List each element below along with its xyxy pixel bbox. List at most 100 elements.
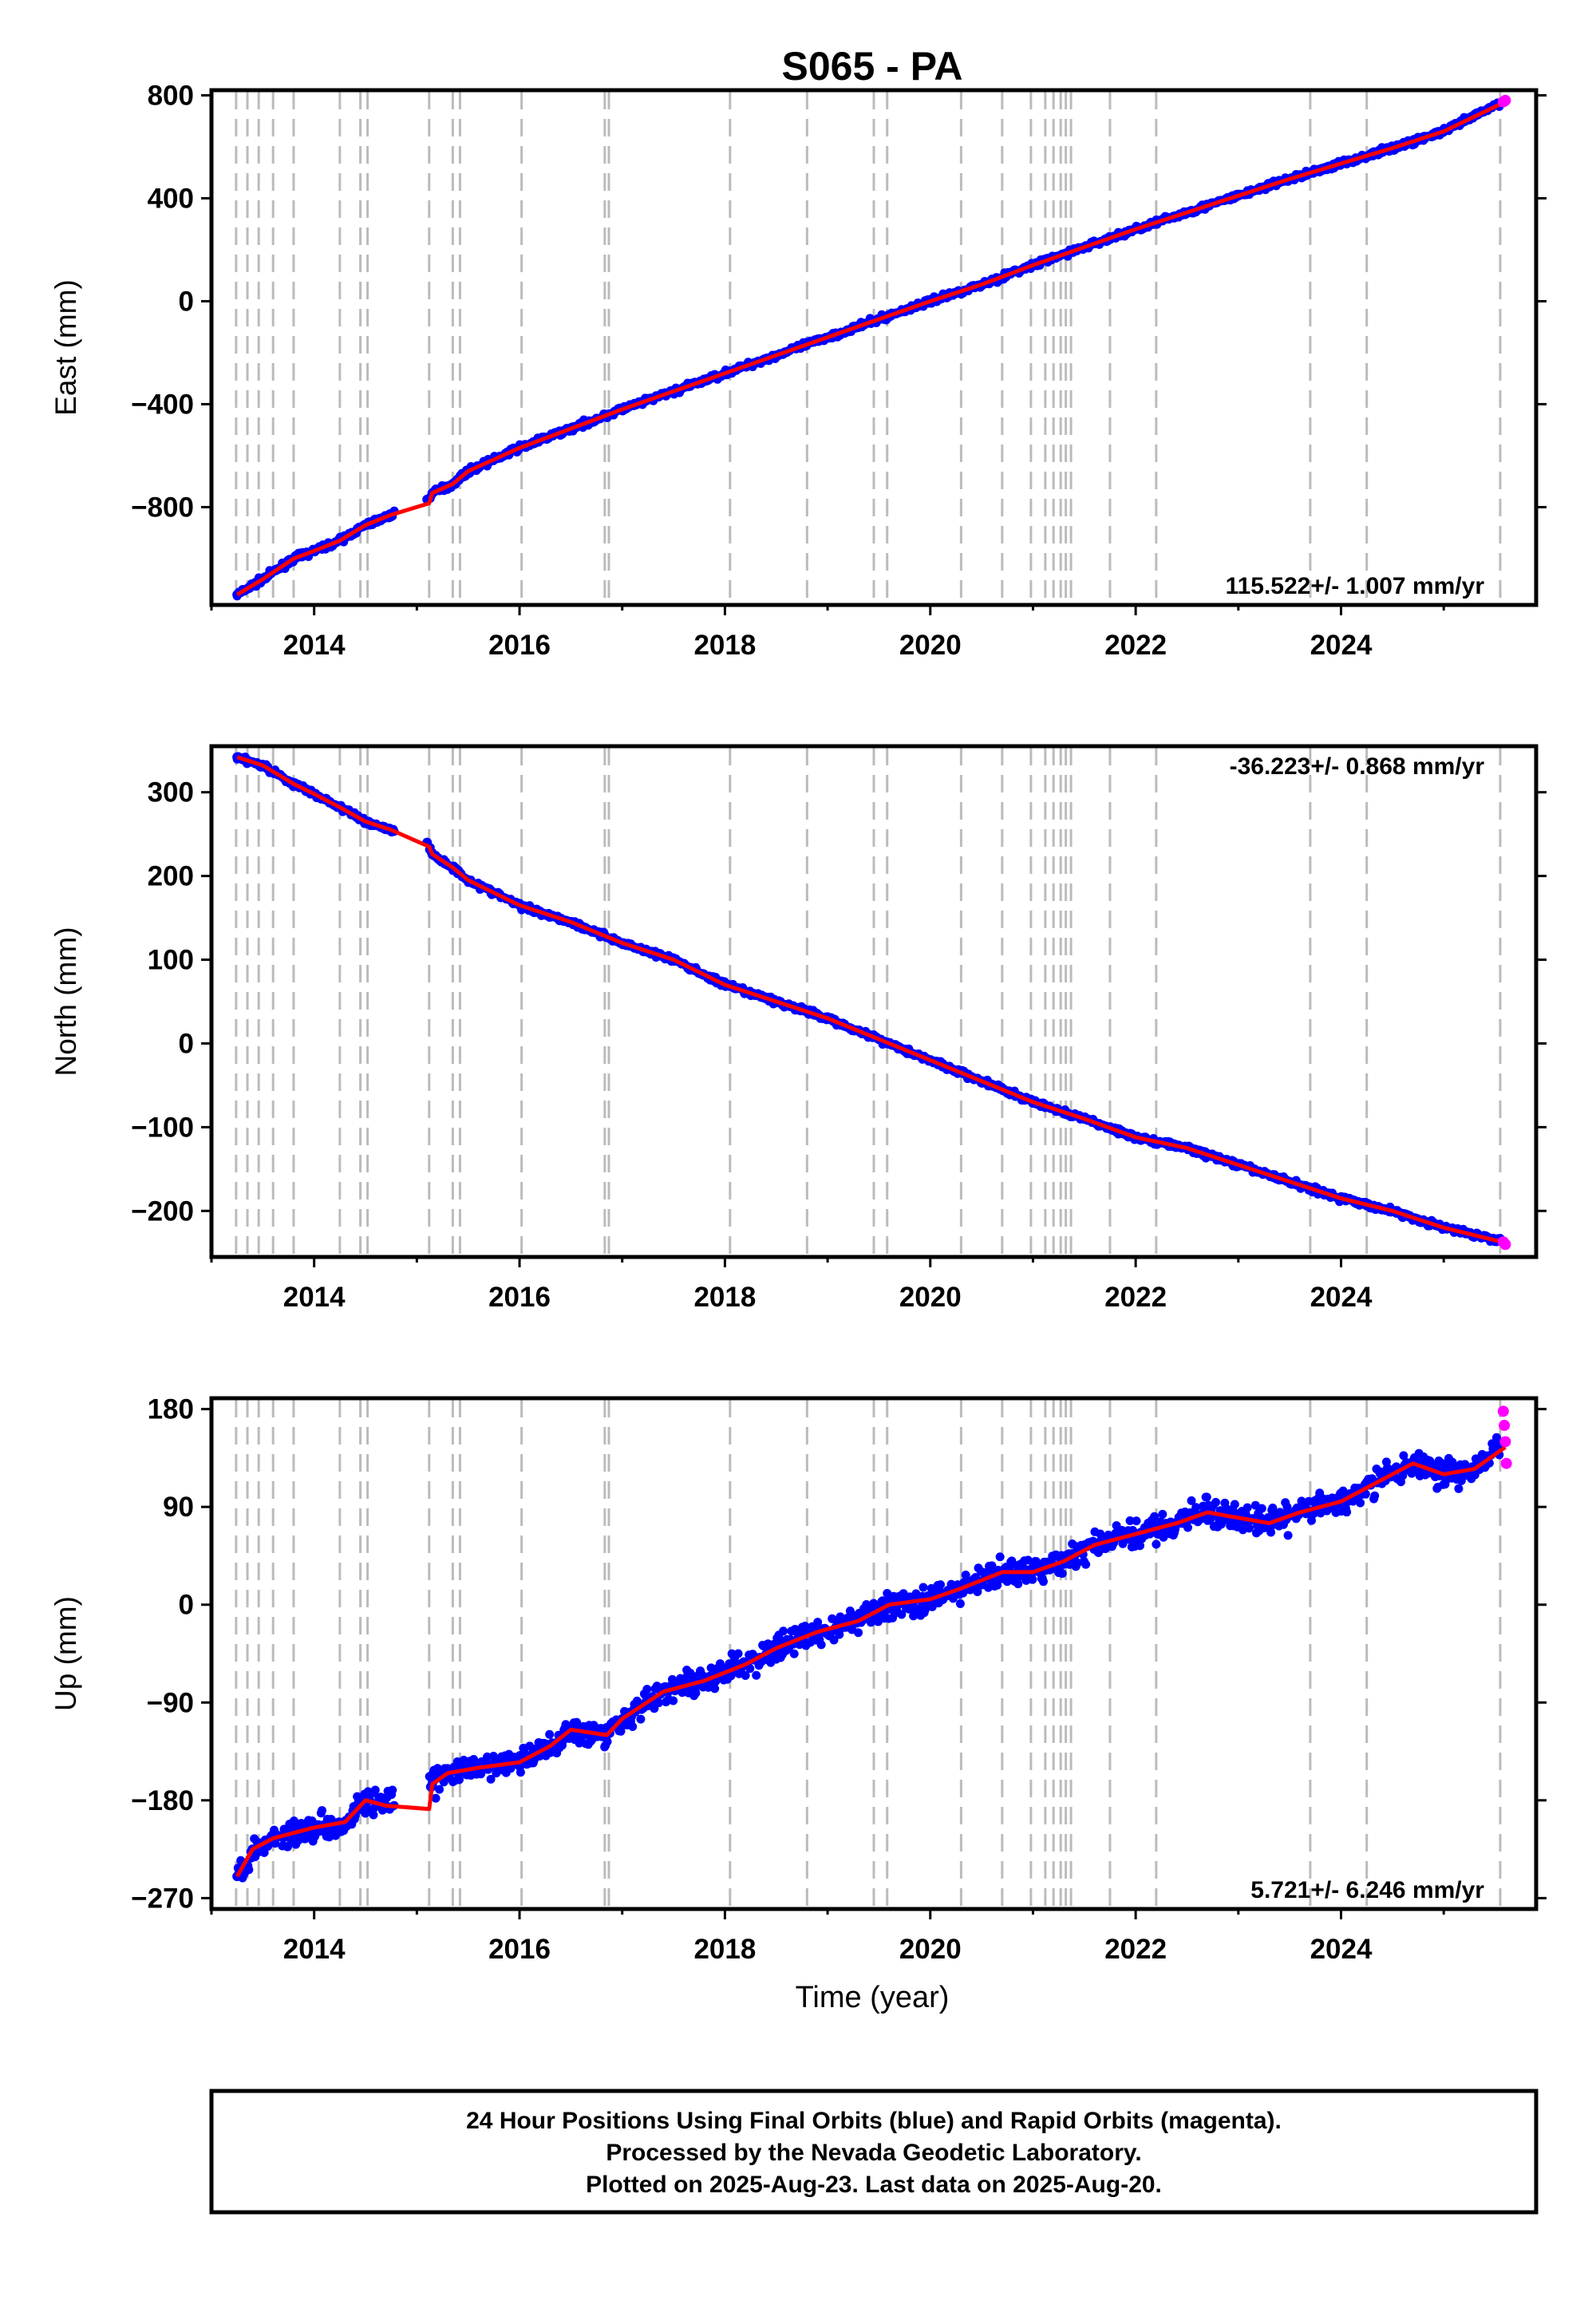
footer-line-1: 24 Hour Positions Using Final Orbits (bl… xyxy=(466,2108,1282,2134)
chart-title: S065 - PA xyxy=(782,44,963,89)
y-tick-label: −90 xyxy=(147,1687,194,1718)
final-orbit-point xyxy=(669,1696,678,1705)
final-orbit-point xyxy=(545,1729,555,1739)
x-tick-label: 2024 xyxy=(1310,1934,1373,1965)
rapid-orbit-point xyxy=(1499,1436,1511,1448)
plot-frame xyxy=(209,88,1539,607)
x-tick-label: 2018 xyxy=(693,1282,756,1313)
final-orbit-point xyxy=(454,1775,464,1784)
x-tick-label: 2014 xyxy=(283,1934,346,1965)
final-orbit-point xyxy=(1081,1559,1091,1569)
x-tick-label: 2016 xyxy=(488,1934,551,1965)
east-panel: 800 400 0 −400 −800 2014 2016 2018 2020 2022 2024 E… xyxy=(49,80,1547,661)
footer-line-2: Processed by the Nevada Geodetic Laborat… xyxy=(606,2140,1141,2166)
rapid-orbit-point xyxy=(1499,1420,1511,1432)
final-orbit-point xyxy=(1356,1498,1365,1508)
x-tick-label: 2022 xyxy=(1104,1282,1167,1313)
footer-line-3: Plotted on 2025-Aug-23. Last data on 202… xyxy=(586,2172,1162,2198)
rapid-orbit-points xyxy=(1497,94,1511,108)
y-tick-label: 180 xyxy=(148,1394,194,1425)
final-orbit-point xyxy=(1257,1504,1266,1513)
final-orbit-point xyxy=(1038,1577,1048,1587)
x-tick-label: 2016 xyxy=(488,1282,551,1313)
final-orbit-point xyxy=(1370,1491,1380,1500)
final-orbit-point xyxy=(1266,1528,1276,1537)
final-orbit-point xyxy=(995,1552,1005,1562)
final-orbit-point xyxy=(1183,1523,1193,1532)
final-orbit-point xyxy=(1211,1497,1221,1507)
x-tick-label: 2022 xyxy=(1104,630,1167,661)
final-orbit-point xyxy=(1283,1531,1293,1540)
final-orbit-point xyxy=(244,1865,254,1875)
final-orbit-point xyxy=(1454,1484,1464,1493)
event-lines xyxy=(235,92,1502,603)
trend-line xyxy=(236,755,1506,1245)
x-tick-label: 2020 xyxy=(899,1934,962,1965)
y-tick-label: 300 xyxy=(148,777,194,808)
final-orbit-point xyxy=(1132,1516,1141,1526)
y-tick-label: −180 xyxy=(131,1785,194,1816)
final-orbit-point xyxy=(1057,1569,1067,1579)
x-tick-label: 2024 xyxy=(1310,1282,1373,1313)
final-orbit-point xyxy=(388,1785,397,1795)
y-tick-label: 800 xyxy=(148,80,194,111)
x-tick-label: 2018 xyxy=(693,630,756,661)
final-orbit-point xyxy=(816,1640,826,1650)
north-panel: 300 200 100 0 −100 −200 2014 2016 2018 2020 2022 20… xyxy=(49,744,1547,1313)
final-orbit-point xyxy=(370,1785,380,1795)
x-tick-label: 2014 xyxy=(283,630,346,661)
footer-box: 24 Hour Positions Using Final Orbits (bl… xyxy=(209,2089,1539,2215)
velocity-label: 5.721+/- 6.246 mm/yr xyxy=(1250,1877,1484,1903)
final-orbit-point xyxy=(636,1714,646,1724)
y-tick-label: 0 xyxy=(179,1590,194,1621)
y-axis-label: Up (mm) xyxy=(49,1596,82,1711)
final-orbit-point xyxy=(516,1768,525,1777)
y-tick-label: −100 xyxy=(131,1112,194,1143)
y-tick-label: 400 xyxy=(148,183,194,214)
final-orbit-point xyxy=(1158,1509,1167,1519)
final-orbit-points xyxy=(232,752,1505,1247)
x-tick-label: 2014 xyxy=(283,1282,346,1313)
final-orbit-point xyxy=(1202,1492,1211,1502)
y-axis-label: North (mm) xyxy=(49,927,82,1076)
x-tick-label: 2018 xyxy=(693,1934,756,1965)
final-orbit-point xyxy=(955,1599,965,1608)
y-tick-label: −200 xyxy=(131,1196,194,1227)
y-tick-label: −270 xyxy=(131,1883,194,1914)
final-orbit-point xyxy=(733,1649,743,1658)
y-tick-label: −400 xyxy=(131,389,194,420)
trend-line xyxy=(235,100,1507,597)
x-tick-label: 2024 xyxy=(1310,630,1373,661)
y-tick-label: −800 xyxy=(131,492,194,523)
y-tick-label: 90 xyxy=(163,1492,194,1523)
x-tick-label: 2022 xyxy=(1104,1934,1167,1965)
velocity-label: -36.223+/- 0.868 mm/yr xyxy=(1230,753,1485,780)
y-axis-label: East (mm) xyxy=(49,279,82,416)
final-orbit-point xyxy=(789,1649,799,1658)
y-tick-label: 200 xyxy=(148,861,194,892)
event-lines xyxy=(235,748,1502,1255)
final-orbit-point xyxy=(1244,1524,1254,1533)
y-tick-label: 0 xyxy=(179,286,194,317)
x-tick-label: 2016 xyxy=(488,630,551,661)
final-orbit-point xyxy=(1342,1508,1352,1517)
x-tick-label: 2020 xyxy=(899,1282,962,1313)
final-orbit-point xyxy=(918,1583,928,1592)
final-orbit-points xyxy=(232,1433,1505,1883)
x-axis-label: Time (year) xyxy=(796,1981,950,2014)
event-lines xyxy=(235,1400,1502,1907)
x-tick-label: 2020 xyxy=(899,630,962,661)
rapid-orbit-point xyxy=(1500,1457,1512,1469)
final-orbit-point xyxy=(1013,1579,1023,1589)
rapid-orbit-point xyxy=(1499,94,1511,106)
y-tick-label: 100 xyxy=(148,945,194,976)
final-orbit-point xyxy=(1230,1500,1239,1509)
up-panel: 180 90 0 −90 −180 −270 2014 2016 2018 2020 2022 202… xyxy=(49,1394,1547,1965)
final-orbit-point xyxy=(752,1670,761,1680)
velocity-label: 115.522+/- 1.007 mm/yr xyxy=(1226,573,1485,599)
final-orbit-point xyxy=(318,1806,327,1816)
final-orbit-point xyxy=(1152,1539,1161,1549)
final-orbit-point xyxy=(628,1721,638,1731)
final-orbit-point xyxy=(1242,1503,1252,1512)
